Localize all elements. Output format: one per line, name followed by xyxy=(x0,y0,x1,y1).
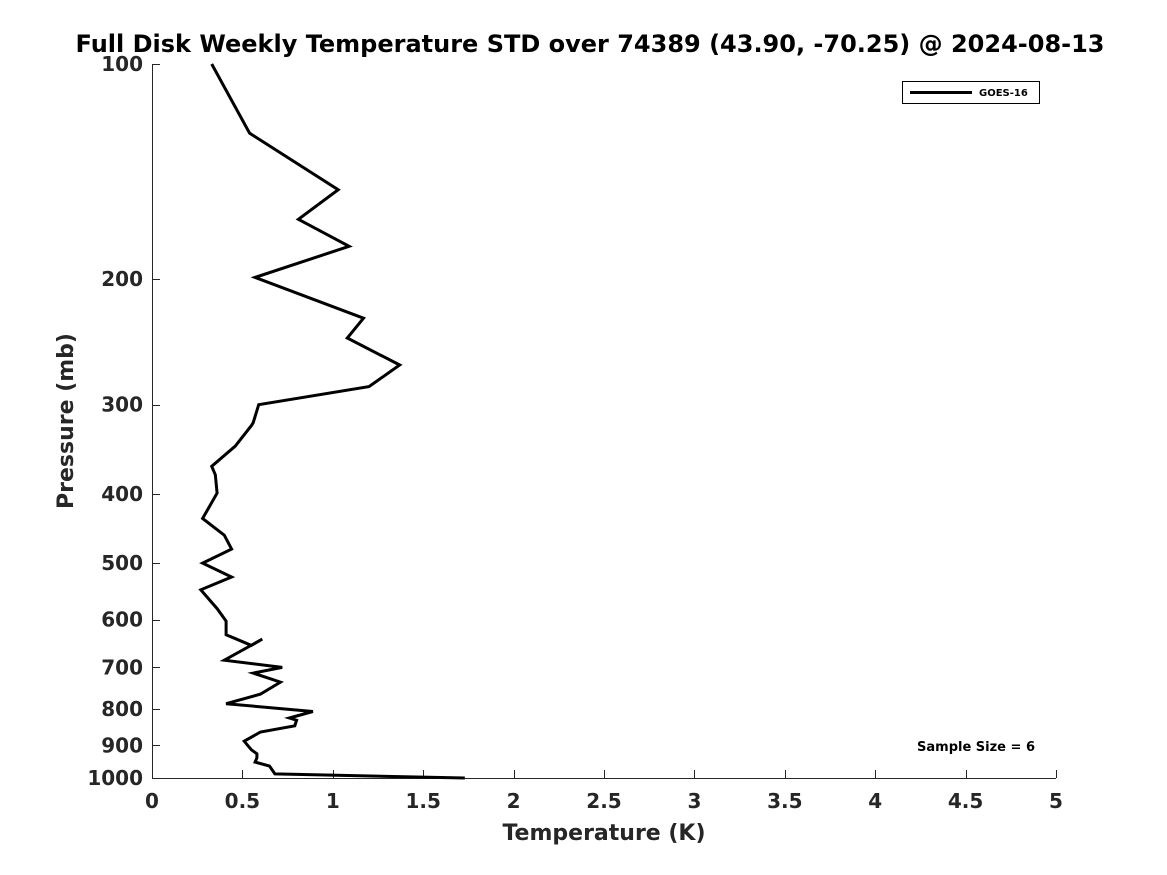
y-tick-label: 300 xyxy=(101,393,143,417)
x-tick-label: 3.5 xyxy=(767,789,802,813)
y-tick-label: 400 xyxy=(101,482,143,506)
x-tick-label: 3 xyxy=(687,789,701,813)
x-tick-label: 0 xyxy=(145,789,159,813)
y-axis-label: Pressure (mb) xyxy=(54,333,79,509)
legend-label-goes-16: GOES-16 xyxy=(979,88,1028,99)
x-tick-label: 5 xyxy=(1049,789,1063,813)
x-axis-label: Temperature (K) xyxy=(502,821,705,846)
legend: GOES-16 xyxy=(902,81,1040,104)
x-tick-label: 1 xyxy=(326,789,340,813)
sample-size-annotation: Sample Size = 6 xyxy=(917,740,1035,755)
x-tick-label: 1.5 xyxy=(405,789,440,813)
y-tick-label: 1000 xyxy=(87,766,143,790)
chart-title: Full Disk Weekly Temperature STD over 74… xyxy=(76,30,1105,58)
y-axis-ticks: 100 200 300 400 500 600 700 800 900 1000 xyxy=(87,52,160,790)
x-tick-label: 4.5 xyxy=(948,789,983,813)
y-tick-label: 800 xyxy=(101,697,143,721)
y-tick-label: 700 xyxy=(101,655,143,679)
y-tick-label: 100 xyxy=(101,52,143,76)
x-tick-label: 0.5 xyxy=(225,789,260,813)
y-tick-label: 500 xyxy=(101,551,143,575)
y-tick-label: 200 xyxy=(101,267,143,291)
x-axis-ticks: 0 0.5 1 1.5 2 2.5 3 3.5 4 4.5 5 xyxy=(145,770,1063,813)
y-tick-label: 600 xyxy=(101,608,143,632)
x-tick-label: 2 xyxy=(507,789,521,813)
series-line-goes-16 xyxy=(198,63,465,780)
plot-axes xyxy=(152,64,1056,779)
y-tick-label: 900 xyxy=(101,733,143,757)
x-tick-label: 2.5 xyxy=(586,789,621,813)
x-tick-label: 4 xyxy=(868,789,882,813)
series-layer xyxy=(198,63,465,780)
